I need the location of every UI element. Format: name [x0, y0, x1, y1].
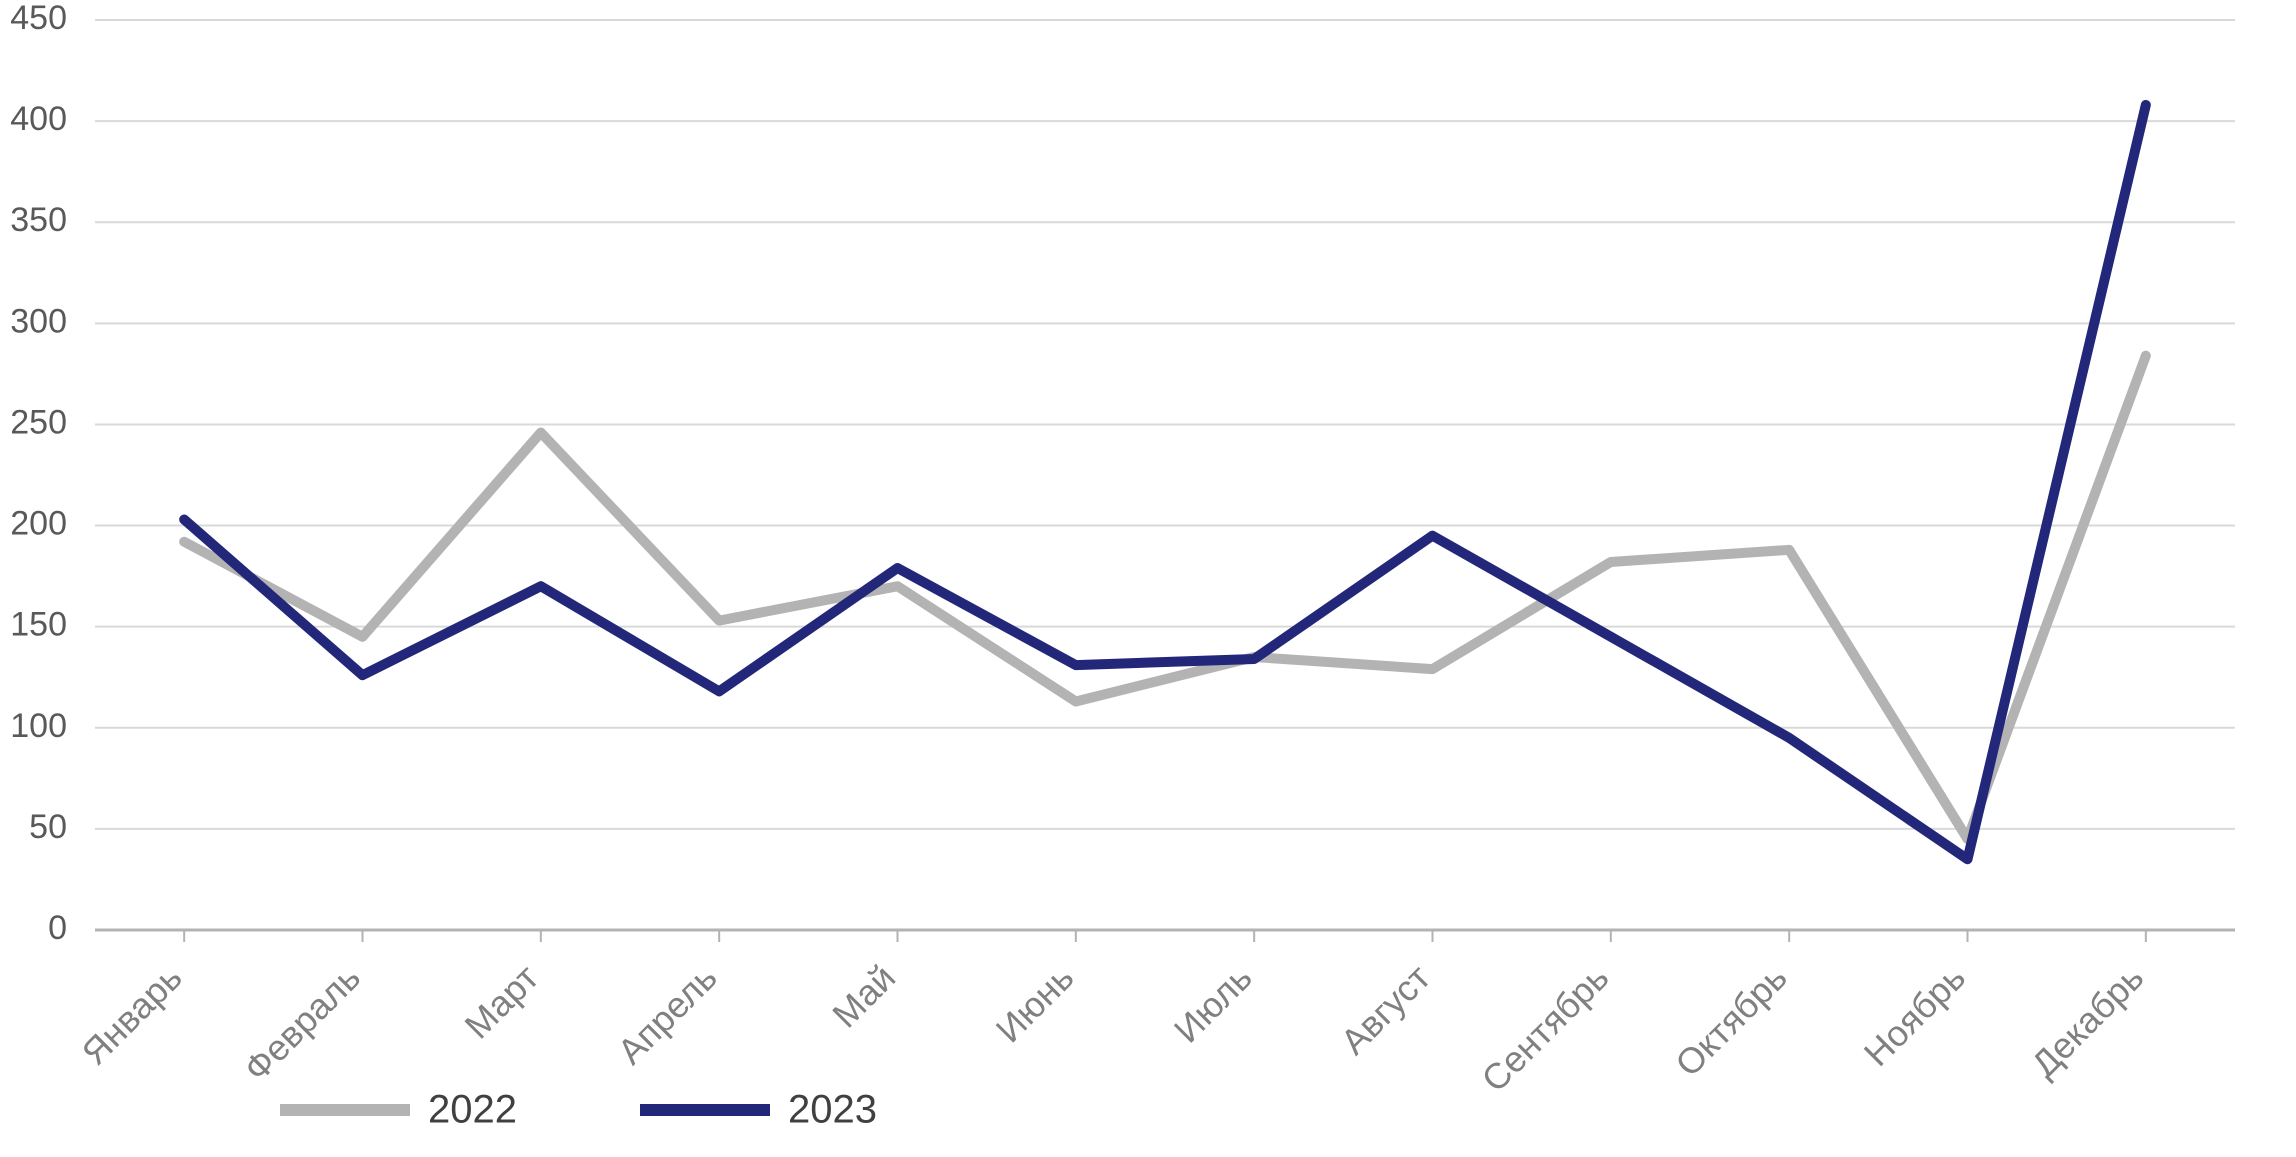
x-tick-label: Сентябрь	[1473, 957, 1616, 1100]
y-tick-label: 200	[10, 505, 67, 543]
x-tick-label: Июнь	[988, 957, 1082, 1051]
series-line-2022	[184, 356, 2146, 839]
y-tick-label: 100	[10, 707, 67, 745]
y-tick-label: 300	[10, 302, 67, 340]
y-tick-label: 250	[10, 403, 67, 441]
legend-label-2023: 2023	[788, 1088, 877, 1132]
x-tick-label: Февраль	[236, 957, 368, 1089]
series-line-2023	[184, 105, 2146, 859]
y-tick-label: 450	[10, 0, 67, 37]
x-tick-label: Декабрь	[2023, 957, 2151, 1085]
x-tick-label: Август	[1333, 957, 1439, 1063]
line-chart: 0 50 100 150 200 250 300 350 400 450 Январь Февраль…	[0, 0, 2296, 1157]
x-tick-label: Октябрь	[1667, 957, 1795, 1085]
y-tick-label: 400	[10, 100, 67, 138]
x-tick-label: Январь	[74, 957, 190, 1073]
x-tick-label: Май	[824, 957, 903, 1036]
x-tick-label: Апрель	[609, 957, 724, 1072]
y-tick-label: 0	[48, 909, 67, 947]
x-tick-label: Июль	[1166, 957, 1260, 1051]
chart-svg: 0 50 100 150 200 250 300 350 400 450 Январь Февраль…	[0, 0, 2296, 1157]
y-tick-label: 50	[29, 808, 67, 846]
x-tick-label: Март	[457, 957, 547, 1047]
legend-label-2022: 2022	[428, 1088, 517, 1132]
y-tick-label: 350	[10, 201, 67, 239]
x-tick-label: Ноябрь	[1856, 957, 1973, 1074]
y-tick-label: 150	[10, 606, 67, 644]
